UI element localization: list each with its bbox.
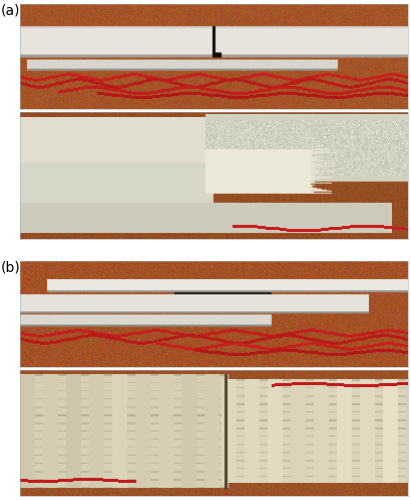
Text: (a): (a): [1, 3, 20, 17]
Text: (b): (b): [1, 260, 21, 274]
